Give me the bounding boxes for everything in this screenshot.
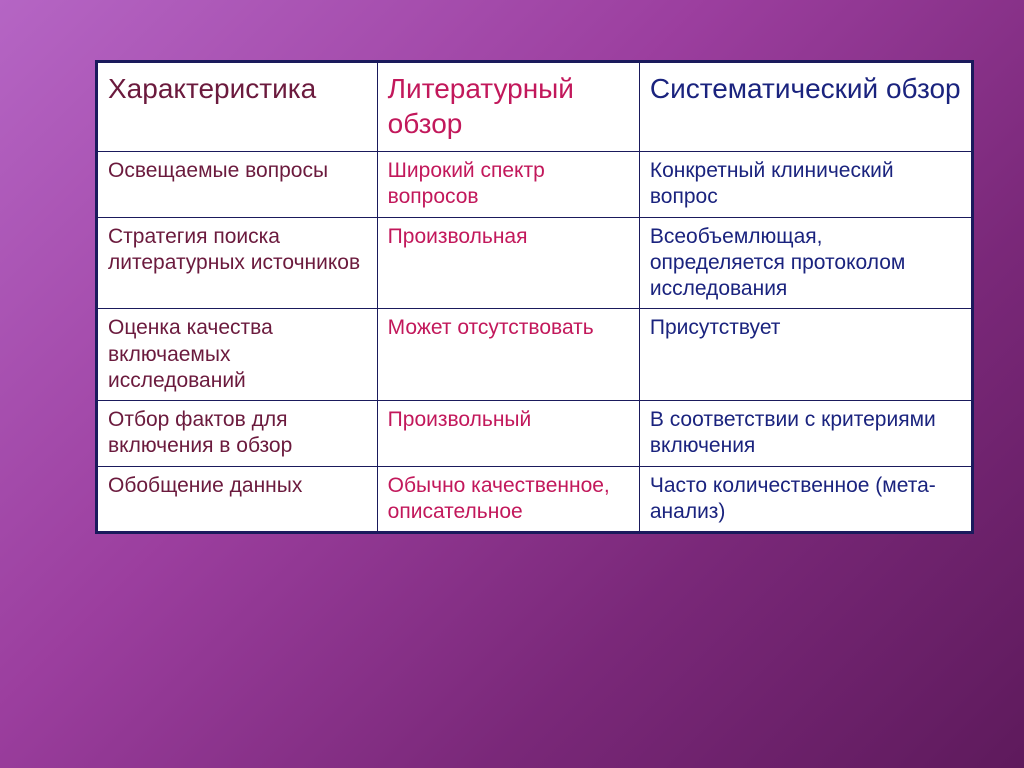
slide-container: Характеристика Литературный обзор Систем… (0, 0, 1024, 768)
cell-systematic: Присутствует (639, 309, 971, 401)
comparison-table-container: Характеристика Литературный обзор Систем… (95, 60, 974, 534)
cell-literary: Произвольный (377, 401, 639, 467)
cell-systematic: Часто количественное (мета-анализ) (639, 466, 971, 532)
header-systematic-review: Систематический обзор (639, 63, 971, 152)
cell-characteristic: Освещаемые вопросы (98, 152, 378, 218)
table-row: Отбор фактов для включения в обзор Произ… (98, 401, 972, 467)
cell-literary: Обычно качественное, описательное (377, 466, 639, 532)
cell-systematic: Конкретный клинический вопрос (639, 152, 971, 218)
table-row: Освещаемые вопросы Широкий спектр вопрос… (98, 152, 972, 218)
comparison-table: Характеристика Литературный обзор Систем… (97, 62, 972, 532)
cell-characteristic: Обобщение данных (98, 466, 378, 532)
cell-characteristic: Оценка качества включаемых исследований (98, 309, 378, 401)
table-header-row: Характеристика Литературный обзор Систем… (98, 63, 972, 152)
header-characteristic: Характеристика (98, 63, 378, 152)
cell-characteristic: Стратегия поиска литературных источников (98, 217, 378, 309)
cell-characteristic: Отбор фактов для включения в обзор (98, 401, 378, 467)
cell-systematic: Всеобъемлющая, определяется протоколом и… (639, 217, 971, 309)
table-row: Стратегия поиска литературных источников… (98, 217, 972, 309)
cell-literary: Произвольная (377, 217, 639, 309)
cell-literary: Может отсутствовать (377, 309, 639, 401)
header-literary-review: Литературный обзор (377, 63, 639, 152)
table-row: Обобщение данных Обычно качественное, оп… (98, 466, 972, 532)
table-row: Оценка качества включаемых исследований … (98, 309, 972, 401)
cell-literary: Широкий спектр вопросов (377, 152, 639, 218)
cell-systematic: В соответствии с критериями включения (639, 401, 971, 467)
